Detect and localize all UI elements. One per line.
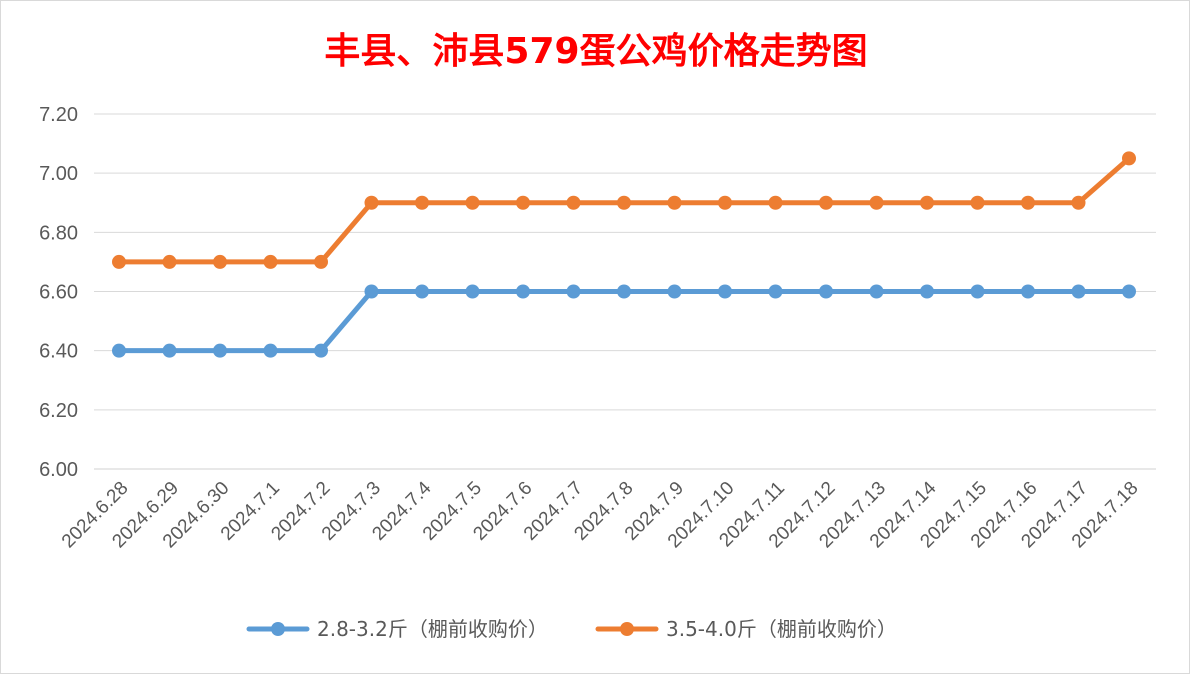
data-point — [617, 195, 631, 210]
data-point — [314, 343, 328, 358]
data-point — [667, 284, 682, 299]
legend-label: 2.8-3.2斤（棚前收购价） — [317, 617, 548, 641]
series-2 — [112, 151, 1136, 269]
data-point — [1021, 284, 1035, 299]
data-point — [1071, 284, 1086, 299]
data-point — [718, 195, 732, 210]
data-point — [667, 195, 682, 210]
data-point — [465, 284, 480, 299]
legend-swatch-marker — [620, 622, 634, 636]
data-point — [566, 195, 581, 210]
data-point — [112, 343, 126, 358]
y-tick-label: 6.40 — [39, 341, 78, 363]
y-axis-ticks: 6.00 6.20 6.40 6.60 6.80 7.00 7.20 — [39, 104, 78, 481]
data-point — [162, 343, 177, 358]
data-point — [1122, 151, 1136, 166]
data-point — [314, 254, 328, 269]
data-point — [768, 195, 783, 210]
data-point — [970, 195, 985, 210]
legend-swatch-marker — [271, 622, 285, 636]
data-point — [415, 195, 429, 210]
data-point — [112, 254, 126, 269]
data-point — [1071, 195, 1086, 210]
data-point — [617, 284, 631, 299]
legend-label: 3.5-4.0斤（棚前收购价） — [666, 617, 897, 641]
data-point — [869, 284, 884, 299]
data-point — [1021, 195, 1035, 210]
data-point — [869, 195, 884, 210]
data-point — [516, 195, 530, 210]
series-line — [116, 289, 1132, 354]
data-point — [364, 284, 379, 299]
series-lines — [112, 151, 1136, 358]
y-tick-label: 7.20 — [39, 104, 78, 126]
legend-item-2: 3.5-4.0斤（棚前收购价） — [595, 617, 897, 641]
y-tick-label: 7.00 — [39, 163, 78, 185]
data-point — [970, 284, 985, 299]
data-point — [465, 195, 480, 210]
data-point — [718, 284, 732, 299]
data-point — [516, 284, 530, 299]
data-point — [415, 284, 429, 299]
y-tick-label: 6.00 — [39, 459, 78, 481]
series-line — [116, 155, 1132, 265]
legend: 2.8-3.2斤（棚前收购价） 3.5-4.0斤（棚前收购价） — [246, 617, 897, 641]
data-point — [819, 284, 833, 299]
data-point — [213, 343, 227, 358]
x-axis-ticks: 2024.6.282024.6.292024.6.302024.7.12024.… — [58, 477, 1143, 552]
chart-title: 丰县、沛县579蛋公鸡价格走势图 — [324, 31, 867, 72]
data-point — [213, 254, 227, 269]
y-tick-label: 6.20 — [39, 400, 78, 422]
legend-item-1: 2.8-3.2斤（棚前收购价） — [246, 617, 548, 641]
data-point — [566, 284, 581, 299]
data-point — [920, 195, 934, 210]
data-point — [819, 195, 833, 210]
data-point — [364, 195, 379, 210]
data-point — [162, 254, 177, 269]
series-1 — [112, 284, 1136, 358]
data-point — [263, 343, 278, 358]
data-point — [768, 284, 783, 299]
data-point — [1122, 284, 1136, 299]
y-tick-label: 6.60 — [39, 282, 78, 304]
y-tick-label: 6.80 — [39, 222, 78, 244]
data-point — [263, 254, 278, 269]
data-point — [920, 284, 934, 299]
